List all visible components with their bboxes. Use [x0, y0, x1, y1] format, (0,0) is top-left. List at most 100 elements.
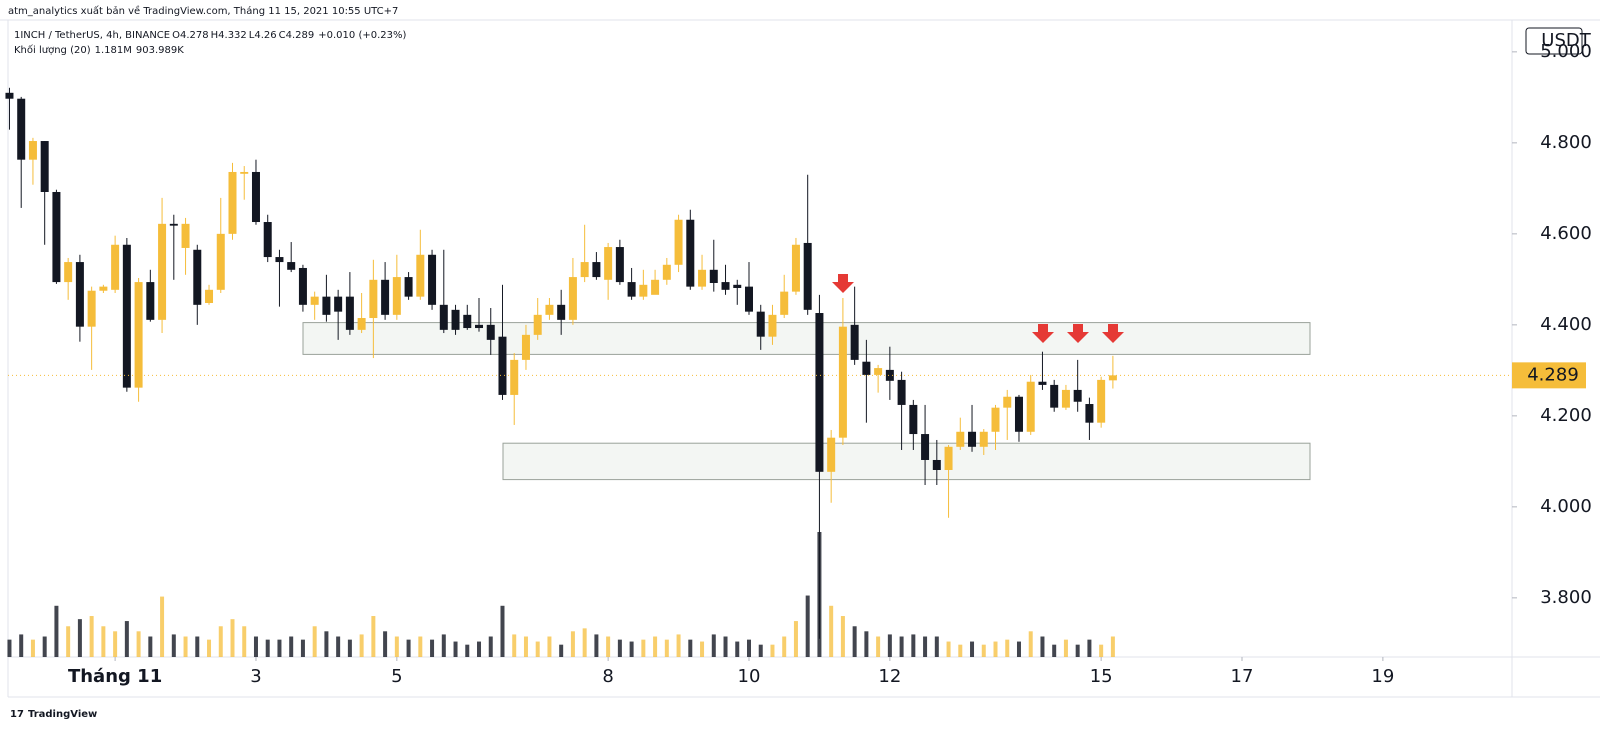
candle-body [193, 249, 202, 305]
volume-bar [606, 636, 611, 657]
volume-bar [441, 634, 446, 657]
candle-body [733, 284, 742, 288]
footer: TradingView [28, 709, 97, 720]
candle-body [885, 369, 894, 381]
volume-bar [277, 639, 282, 657]
volume-bar [934, 636, 939, 657]
volume-bar [195, 636, 200, 657]
candle-body [158, 223, 167, 320]
candle-body [756, 311, 765, 337]
candle-body [287, 262, 296, 270]
legend-value: 4.26 [254, 30, 276, 41]
volume-bar [887, 634, 892, 657]
candle-body [111, 244, 120, 290]
arrows [832, 274, 1124, 343]
candle-body [228, 171, 237, 234]
volume-bar [899, 636, 904, 657]
candle-body [1073, 389, 1082, 402]
volume-bar [512, 634, 517, 657]
candle-body [1038, 381, 1047, 385]
volume-bar [641, 639, 646, 657]
volume-bar [1110, 636, 1115, 657]
candle-body [310, 296, 319, 305]
volume-bar [1063, 639, 1068, 657]
candle-body [874, 368, 883, 375]
candle-body [369, 279, 378, 319]
candle-body [921, 434, 930, 460]
candle-body [146, 282, 155, 320]
volume-bar [559, 644, 564, 657]
volume-bar [1075, 644, 1080, 657]
candle-body [40, 141, 49, 192]
candle-body [392, 277, 401, 315]
candle-body [216, 233, 225, 290]
candle-body [838, 326, 847, 438]
volume-bar [336, 636, 341, 657]
candle-body [1061, 389, 1070, 408]
volume-bar [711, 634, 716, 657]
candle-body [416, 254, 425, 297]
candle-body [897, 379, 906, 405]
arrow [1032, 324, 1054, 343]
legend-key: H [211, 30, 219, 41]
candle-body [439, 304, 448, 330]
volume-bar [582, 628, 587, 657]
x-tick-label: Tháng 11 [68, 666, 162, 687]
candle-body [979, 431, 988, 447]
candle-body [181, 223, 190, 248]
candle-body [557, 304, 566, 320]
legend-key: L [249, 30, 255, 41]
volume-bar [89, 616, 94, 657]
candle-body [862, 361, 871, 375]
volume-bar [1028, 631, 1033, 657]
volume-bar [535, 641, 540, 657]
candle-body [122, 244, 131, 388]
legend-value: 4.278 [180, 30, 209, 41]
volume-bar [54, 605, 59, 657]
volume-bar [700, 641, 705, 657]
candle-body [510, 359, 519, 395]
volume-bar [207, 639, 212, 657]
volume-bar [1040, 636, 1045, 657]
volume-bar [829, 605, 834, 657]
volume-bar [218, 626, 223, 657]
candle-body [263, 222, 272, 258]
candle-body [944, 446, 953, 470]
volume-bar [735, 641, 740, 657]
volume-bar [312, 626, 317, 657]
arrow [1102, 324, 1124, 343]
volume-bar [864, 631, 869, 657]
volume-bar [653, 636, 658, 657]
volume-bar [970, 641, 975, 657]
volume-bar [406, 639, 411, 657]
candle-body [709, 269, 718, 283]
candle-body [334, 296, 343, 312]
currency-box [1525, 27, 1583, 55]
volume-bar [113, 631, 118, 657]
candle-body [87, 290, 96, 327]
volume-bar [465, 644, 470, 657]
candle-body [1050, 384, 1059, 408]
volume-bar [19, 634, 24, 657]
volume-bar [923, 636, 928, 657]
y-tick-label: 4.200 [1540, 405, 1592, 426]
volume-bar [42, 636, 47, 657]
volume-bar [101, 626, 106, 657]
x-tick-label: 8 [602, 666, 613, 687]
legend-value: 4.289 [286, 30, 315, 41]
candle-body [1003, 396, 1012, 408]
candle-body [75, 262, 84, 327]
volume-bar [300, 639, 305, 657]
volume-bar [383, 631, 388, 657]
x-tick-label: 5 [391, 666, 402, 687]
candle-body [662, 264, 671, 280]
candle-body [463, 314, 472, 329]
volume-bar [7, 639, 12, 657]
volume-bar [688, 639, 693, 657]
volume-bar [547, 636, 552, 657]
candle-body [251, 171, 260, 223]
volume-bar [183, 636, 188, 657]
volume-bar [253, 636, 258, 657]
candle-body [28, 141, 37, 160]
